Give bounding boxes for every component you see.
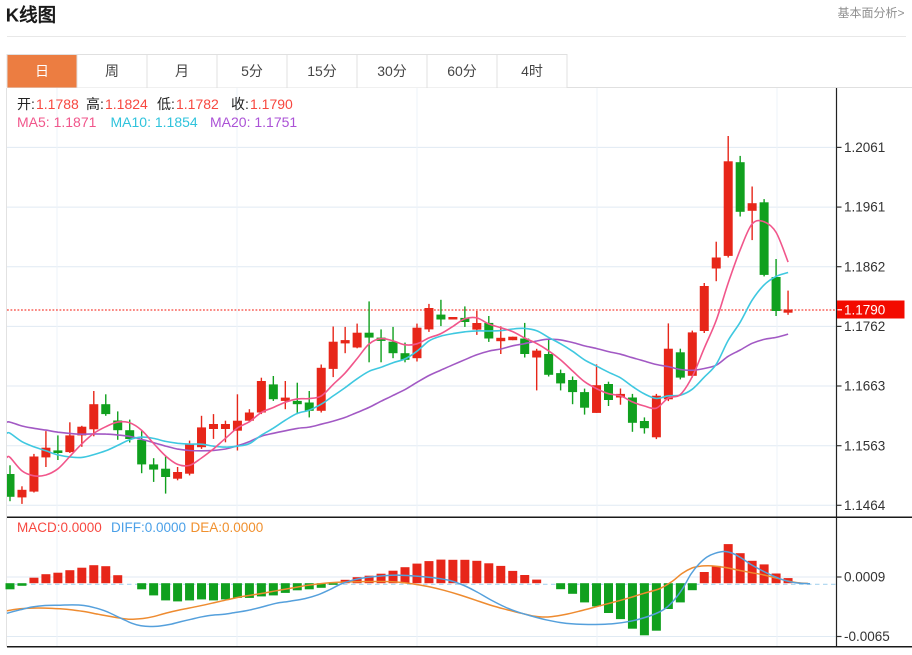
svg-text:MA10: 1.1854: MA10: 1.1854 <box>111 114 198 130</box>
svg-text:1.1563: 1.1563 <box>844 438 885 453</box>
svg-text:1.1961: 1.1961 <box>844 200 885 215</box>
svg-text:1.1464: 1.1464 <box>844 498 886 513</box>
svg-text:DIFF:0.0000: DIFF:0.0000 <box>111 520 186 535</box>
svg-text:MA5: 1.1871: MA5: 1.1871 <box>17 114 97 130</box>
svg-text:DEA:0.0000: DEA:0.0000 <box>191 520 264 535</box>
svg-text:高:: 高: <box>86 96 104 112</box>
svg-text:-0.0065: -0.0065 <box>844 629 890 644</box>
svg-text:MACD:0.0000: MACD:0.0000 <box>17 520 102 535</box>
svg-text:日: 日 <box>35 63 49 79</box>
svg-text:1.1862: 1.1862 <box>844 259 885 274</box>
svg-text:30分: 30分 <box>377 63 407 79</box>
svg-text:1.1788: 1.1788 <box>36 96 79 112</box>
svg-text:1.1782: 1.1782 <box>176 96 219 112</box>
svg-text:60分: 60分 <box>447 63 477 79</box>
svg-text:1.1824: 1.1824 <box>105 96 148 112</box>
svg-text:低:: 低: <box>157 96 175 112</box>
svg-text:开:: 开: <box>17 96 35 112</box>
svg-text:基本面分析>: 基本面分析> <box>837 6 904 20</box>
svg-text:周: 周 <box>105 63 119 79</box>
svg-text:1.2061: 1.2061 <box>844 140 885 155</box>
svg-text:1.1790: 1.1790 <box>250 96 293 112</box>
svg-text:4时: 4时 <box>521 63 543 79</box>
svg-text:1.1762: 1.1762 <box>844 319 885 334</box>
svg-text:1.1663: 1.1663 <box>844 379 885 394</box>
svg-text:5分: 5分 <box>241 63 263 79</box>
svg-text:MA20: 1.1751: MA20: 1.1751 <box>210 114 297 130</box>
svg-text:0.0009: 0.0009 <box>844 570 885 585</box>
svg-text:1.1790: 1.1790 <box>844 303 885 318</box>
svg-text:月: 月 <box>175 63 189 79</box>
svg-text:收:: 收: <box>231 96 249 112</box>
svg-text:15分: 15分 <box>307 63 337 79</box>
svg-text:K线图: K线图 <box>6 4 56 25</box>
